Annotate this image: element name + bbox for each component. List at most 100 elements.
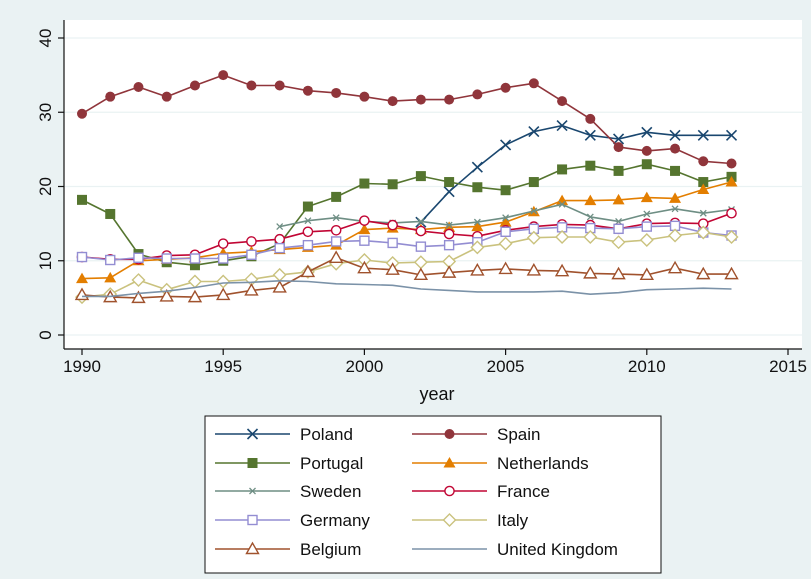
data-point-belgium	[583, 265, 598, 279]
data-point-sweden	[417, 217, 425, 225]
y-tick-label: 10	[36, 251, 55, 270]
legend-marker-germany	[247, 514, 258, 526]
legend-label-poland: Poland	[300, 425, 353, 444]
data-point-belgium	[526, 262, 542, 276]
data-point-germany	[641, 221, 652, 232]
data-point-sweden-stroke	[417, 217, 425, 225]
data-point-belgium	[639, 267, 655, 281]
data-point-belgium	[357, 260, 372, 274]
data-point-poland	[443, 186, 455, 198]
data-point-netherlands	[725, 176, 738, 187]
legend-item-netherlands: Netherlands	[412, 454, 589, 473]
legend-box	[204, 415, 662, 574]
legend-label-spain: Spain	[497, 425, 540, 444]
legend-item-france: France	[412, 482, 550, 501]
legend-item-poland: Poland	[215, 425, 353, 444]
data-point-sweden-stroke	[558, 200, 566, 208]
data-point-sweden-stroke	[530, 207, 538, 215]
data-point-belgium	[696, 266, 711, 280]
series-united-kingdom	[82, 279, 732, 298]
data-point-belgium	[187, 289, 203, 303]
data-point-portugal	[105, 208, 116, 219]
data-point-spain	[218, 70, 229, 81]
data-point-belgium	[724, 266, 739, 280]
data-point-spain	[189, 80, 200, 91]
legend-item-belgium: Belgium	[215, 540, 361, 559]
data-point-poland	[584, 129, 596, 141]
data-point-spain	[557, 96, 568, 107]
legend-marker-france	[444, 485, 455, 497]
data-point-belgium	[470, 262, 485, 276]
x-tick-label: 2015	[769, 357, 807, 376]
series-italy	[75, 225, 739, 305]
series-spain	[77, 70, 737, 169]
data-point-poland-stroke	[556, 120, 568, 132]
gridlines	[64, 37, 802, 336]
data-point-portugal	[302, 201, 313, 212]
data-point-germany	[443, 239, 455, 251]
data-point-spain	[359, 91, 370, 102]
data-point-poland-stroke	[612, 133, 625, 145]
data-point-belgium	[667, 260, 683, 274]
legend-marker-poland	[246, 428, 259, 440]
data-point-germany	[246, 249, 257, 261]
data-point-portugal	[641, 159, 652, 170]
legend-label-netherlands: Netherlands	[497, 454, 589, 473]
data-point-portugal	[387, 179, 398, 190]
data-point-sweden-stroke	[276, 223, 284, 231]
data-point-spain	[726, 158, 737, 169]
legend-marker-sweden-stroke	[249, 487, 256, 495]
data-point-germany	[359, 235, 370, 246]
legend-label-france: France	[497, 482, 550, 501]
data-point-belgium	[554, 263, 570, 277]
data-point-sweden-stroke	[699, 209, 707, 217]
data-point-italy	[131, 273, 146, 288]
data-point-germany	[76, 251, 88, 263]
data-point-france	[387, 219, 398, 231]
data-point-portugal	[472, 182, 483, 193]
legend-label-italy: Italy	[497, 511, 529, 530]
data-point-sweden	[558, 200, 566, 208]
data-point-germany	[161, 253, 172, 264]
data-point-spain	[331, 87, 342, 98]
data-point-italy	[696, 225, 711, 240]
x-tick-label: 1995	[204, 357, 242, 376]
data-point-netherlands	[697, 183, 710, 194]
series-belgium	[74, 250, 739, 304]
data-point-spain	[641, 145, 652, 156]
data-point-germany	[330, 236, 342, 247]
legend-item-italy: Italy	[412, 511, 529, 530]
data-point-poland-stroke	[697, 129, 709, 141]
data-point-poland-stroke	[443, 186, 455, 198]
data-point-poland	[669, 129, 681, 141]
data-point-portugal	[698, 177, 709, 188]
data-point-netherlands	[76, 272, 88, 284]
legend-marker-netherlands	[443, 457, 456, 468]
series-layer	[74, 70, 739, 305]
data-point-poland	[641, 126, 653, 138]
data-point-france	[443, 228, 455, 240]
data-point-sweden	[643, 210, 651, 218]
data-point-italy	[555, 230, 570, 244]
data-point-germany	[302, 239, 314, 251]
data-point-poland-stroke	[725, 129, 738, 141]
legend-label-sweden: Sweden	[300, 482, 361, 501]
y-tick-label: 30	[36, 103, 55, 122]
data-point-netherlands	[104, 271, 117, 283]
data-point-france	[415, 225, 427, 237]
data-point-spain	[472, 89, 483, 100]
data-point-sweden-stroke	[502, 214, 510, 222]
data-point-netherlands	[612, 193, 625, 205]
data-point-spain	[500, 82, 511, 93]
x-axis-title: year	[419, 384, 454, 404]
data-point-belgium	[413, 267, 429, 281]
data-point-italy	[668, 228, 683, 243]
data-point-portugal	[528, 177, 539, 188]
data-point-spain	[133, 82, 144, 93]
legend-marker-poland-stroke	[246, 428, 259, 440]
data-point-poland-stroke	[500, 139, 512, 151]
data-point-france	[726, 207, 737, 219]
data-point-france	[330, 225, 342, 236]
data-point-germany	[274, 242, 285, 254]
